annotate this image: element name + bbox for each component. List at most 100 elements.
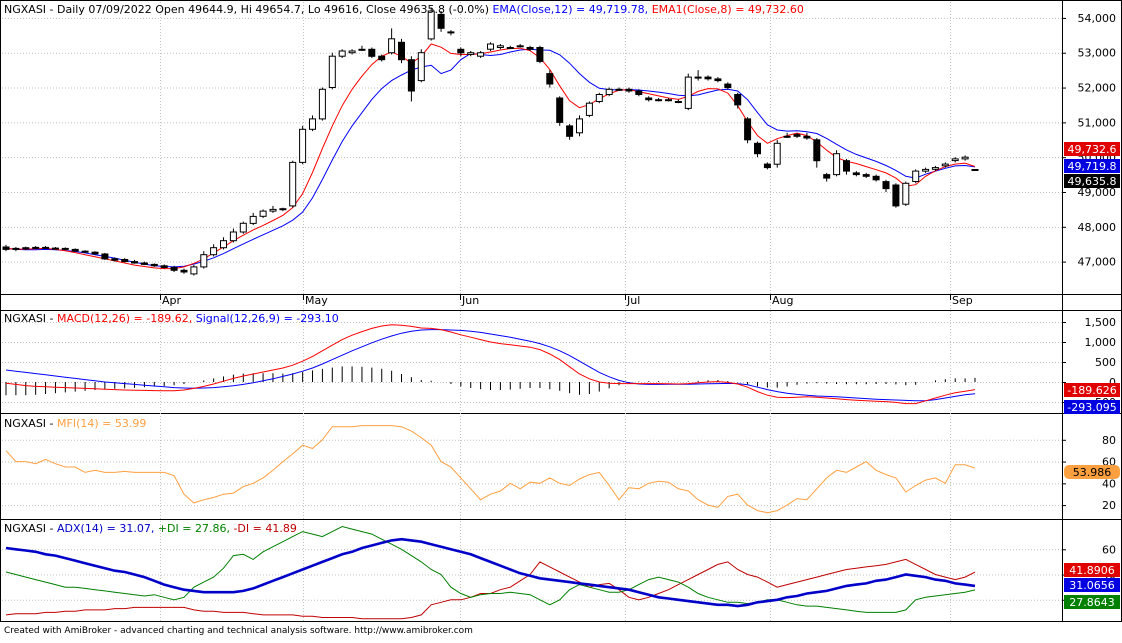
- candle: [922, 167, 930, 173]
- y-tick-label: 0: [1109, 376, 1116, 389]
- candle-body: [318, 88, 326, 120]
- adx-badge-bg: [1064, 578, 1120, 592]
- candle: [902, 181, 910, 206]
- price-header-part: NGXASI - Daily 07/09/2022 Open 49644.9, …: [4, 3, 492, 16]
- mfi-header-part: NGXASI -: [4, 417, 57, 430]
- y-tick-label: 47,000: [1078, 256, 1117, 269]
- candle: [457, 47, 465, 57]
- candle: [338, 49, 346, 58]
- adx-header-part: +DI = 27.86,: [158, 522, 234, 535]
- candle-body: [22, 247, 30, 250]
- x-tick-label-jul: Jul: [626, 294, 640, 307]
- candle-body: [407, 59, 415, 92]
- candle: [694, 70, 702, 81]
- candle-body: [42, 246, 50, 249]
- y-tick-label: 1,000: [1085, 336, 1117, 349]
- candle: [101, 252, 109, 260]
- adx-badge: 31.0656: [1064, 578, 1120, 592]
- candle-body: [12, 247, 20, 250]
- candle-body: [150, 263, 158, 267]
- candle-body: [368, 48, 376, 57]
- candle: [170, 265, 178, 273]
- candle: [2, 244, 10, 252]
- candle: [299, 125, 307, 165]
- candle: [961, 155, 969, 161]
- candle-body: [615, 88, 623, 91]
- adx-header-part: ADX(14) = 31.07,: [57, 522, 158, 535]
- macd-header-part: MACD(12,26) = -189.62,: [57, 312, 196, 325]
- candle-body: [121, 259, 129, 263]
- price-badge: 49,719.8: [1064, 159, 1120, 173]
- candle-body: [793, 134, 801, 137]
- candle: [42, 245, 50, 249]
- candle: [645, 96, 653, 102]
- candle-body: [783, 135, 791, 138]
- adx-badge-bg: [1064, 595, 1120, 609]
- mfi-badge-text: 53.986: [1073, 466, 1112, 479]
- adx-header-part: -DI = 41.89: [233, 522, 296, 535]
- candle: [289, 160, 297, 208]
- adx-badge-bg: [1064, 563, 1120, 577]
- price-badge: 49,732.6: [1064, 142, 1120, 156]
- candle: [210, 244, 218, 257]
- candle-body: [417, 52, 425, 82]
- candle-body: [328, 55, 336, 88]
- candle-body: [941, 163, 949, 167]
- macd-header: NGXASI - MACD(12,26) = -189.62, Signal(1…: [4, 312, 339, 325]
- candle-body: [496, 45, 504, 48]
- candle: [487, 42, 494, 51]
- candle: [803, 132, 811, 140]
- candle: [447, 30, 455, 36]
- candle: [71, 248, 79, 252]
- candle: [51, 247, 59, 250]
- price-badge-text: 49,719.8: [1068, 160, 1117, 173]
- price-badge-text: 49,635.8: [1068, 175, 1117, 188]
- candle: [61, 247, 69, 251]
- candle-body: [200, 254, 208, 268]
- price-badge-bg: [1064, 174, 1120, 188]
- candle: [417, 49, 425, 83]
- candle: [763, 162, 771, 170]
- candle: [160, 264, 168, 269]
- candle-body: [160, 265, 168, 268]
- candle: [318, 87, 326, 121]
- candle: [556, 96, 564, 126]
- candle: [951, 157, 959, 163]
- macd-badge: -293.095: [1064, 400, 1120, 414]
- candle-body: [61, 247, 69, 250]
- candle: [724, 82, 732, 90]
- macd-header-part: NGXASI -: [4, 312, 57, 325]
- adx-badge-text: 27.8643: [1069, 596, 1115, 609]
- candle-body: [674, 101, 682, 103]
- candle: [754, 141, 761, 158]
- x-tick-label-aug: Aug: [772, 294, 793, 307]
- candle-body: [704, 76, 712, 80]
- candle: [734, 92, 742, 109]
- candle: [704, 75, 712, 81]
- candle-body: [111, 258, 119, 261]
- x-tick-label-apr: Apr: [162, 294, 182, 307]
- macd-badge-text: -189.626: [1067, 384, 1116, 397]
- candle-body: [773, 142, 781, 165]
- candle-body: [714, 78, 722, 82]
- candle: [566, 124, 574, 140]
- candle: [862, 172, 870, 179]
- mfi-badge: 53.986: [1064, 465, 1120, 479]
- candle-body: [180, 269, 188, 273]
- candle-body: [951, 158, 959, 162]
- y-tick-label: 49,000: [1078, 186, 1117, 199]
- candle: [506, 45, 514, 49]
- candle-body: [249, 215, 257, 224]
- candle: [309, 115, 316, 132]
- y-tick-label: 40: [1102, 477, 1116, 490]
- candle-body: [101, 253, 109, 260]
- price-header-part: EMA1(Close,8) = 49,732.60: [652, 3, 804, 16]
- candle: [971, 169, 979, 171]
- candle: [328, 52, 336, 90]
- candle: [635, 89, 643, 97]
- candle: [91, 251, 99, 255]
- adx-line: [5, 537, 976, 608]
- candle-body: [348, 50, 356, 54]
